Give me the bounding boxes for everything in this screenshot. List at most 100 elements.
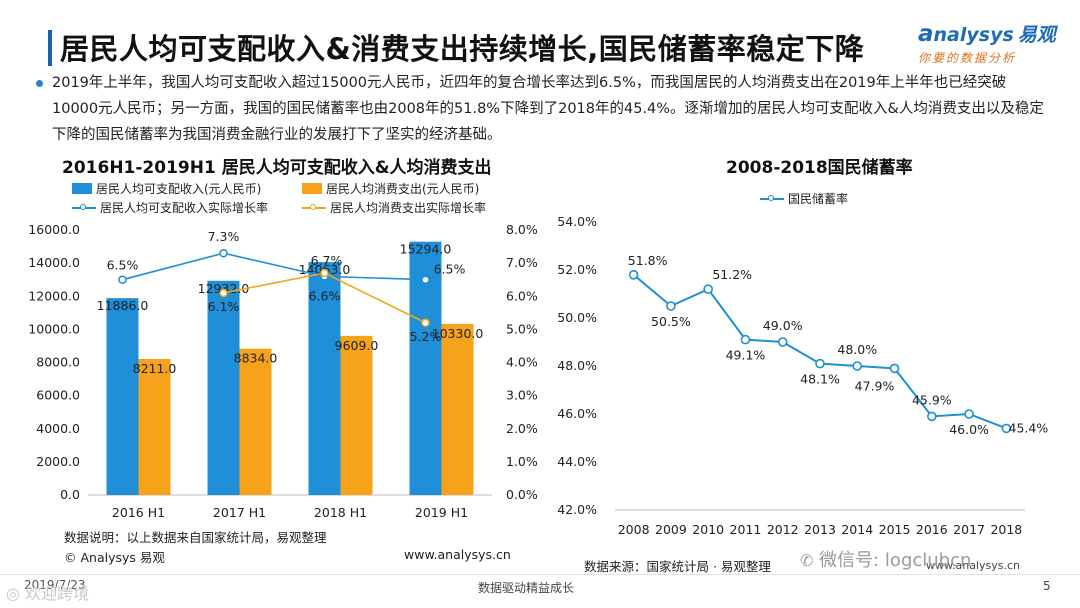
- legend-swatch-savings: [760, 193, 784, 204]
- savings-rate-point: [703, 284, 713, 294]
- footer-slogan: 数据驱动精益成长: [478, 581, 575, 595]
- y-tick-label: 54.0%: [557, 214, 597, 229]
- y-tick-label: 42.0%: [557, 502, 597, 517]
- logo-brand: analysys 易观: [918, 21, 1056, 47]
- right-website: www.analysys.cn: [926, 559, 1020, 572]
- savings-rate-point: [852, 361, 863, 371]
- x-tick-label: 2014: [841, 522, 873, 537]
- legend-swatch-income: [72, 183, 92, 194]
- legend-savings-rate: 国民储蓄率: [760, 190, 848, 207]
- bullet-dot-icon: [36, 80, 43, 87]
- x-tick-label: 2017 H1: [213, 505, 266, 520]
- y-left-tick-label: 16000.0: [28, 222, 80, 237]
- savings-rate-label: 45.9%: [912, 392, 952, 407]
- income-growth-point: [118, 275, 127, 284]
- income-bar: [308, 262, 341, 495]
- expense-bar-label: 8211.0: [133, 361, 177, 376]
- savings-rate-point: [1001, 423, 1012, 434]
- savings-rate-point: [628, 270, 639, 280]
- income-growth-label: 6.5%: [434, 262, 466, 277]
- legend-swatch-income-growth: [72, 202, 96, 213]
- savings-rate-point: [815, 358, 825, 369]
- expense-growth-label: 6.1%: [208, 299, 240, 314]
- x-tick-label: 2015: [879, 522, 911, 537]
- income-growth-label: 6.6%: [309, 288, 341, 303]
- y-tick-label: 46.0%: [557, 406, 597, 421]
- y-right-tick-label: 6.0%: [506, 288, 538, 303]
- y-tick-label: 50.0%: [557, 310, 597, 325]
- income-bar-label: 11886.0: [97, 298, 149, 313]
- x-tick-label: 2017: [953, 522, 985, 537]
- expense-growth-point: [219, 288, 228, 298]
- left-data-note: 数据说明：以上数据来自国家统计局，易观整理: [64, 530, 327, 545]
- expense-growth-point: [320, 268, 329, 278]
- left-chart-title: 2016H1-2019H1 居民人均可支配收入&人均消费支出: [62, 158, 492, 178]
- income-growth-label: 7.3%: [208, 229, 240, 244]
- y-tick-label: 48.0%: [557, 358, 597, 373]
- x-tick-label: 2010: [692, 522, 724, 537]
- expense-bar: [441, 323, 474, 495]
- y-right-tick-label: 8.0%: [506, 222, 538, 237]
- expense-bar-label: 10330.0: [432, 326, 484, 341]
- savings-rate-label: 46.0%: [949, 422, 989, 437]
- y-left-tick-label: 14000.0: [28, 255, 80, 270]
- x-tick-label: 2016 H1: [112, 505, 165, 520]
- x-tick-label: 2012: [767, 522, 799, 537]
- savings-rate-point: [927, 411, 937, 422]
- x-tick-label: 2018 H1: [314, 505, 367, 520]
- analysys-logo: analysys 易观 你要的数据分析: [918, 20, 1068, 70]
- expense-growth-label: 5.2%: [410, 329, 442, 344]
- y-right-tick-label: 2.0%: [506, 421, 538, 436]
- y-left-tick-label: 8000.0: [36, 355, 80, 370]
- savings-rate-label: 49.1%: [726, 348, 766, 363]
- savings-rate-label: 47.9%: [855, 378, 895, 393]
- x-tick-label: 2013: [804, 522, 836, 537]
- y-tick-label: 52.0%: [557, 262, 597, 277]
- logo-tagline: 你要的数据分析: [918, 51, 1017, 65]
- income-bar: [207, 280, 240, 495]
- y-right-tick-label: 1.0%: [506, 454, 538, 469]
- x-tick-label: 2009: [655, 522, 687, 537]
- legend-swatch-expense-growth: [302, 202, 326, 213]
- y-left-tick-label: 0.0: [60, 487, 80, 502]
- income-growth-point: [219, 248, 228, 258]
- summary-paragraph: 2019年上半年，我国人均可支配收入超过15000元人民币，近四年的复合增长率达…: [52, 75, 1044, 143]
- expense-bar-label: 9609.0: [335, 338, 379, 353]
- analysys-logo-icon: a: [918, 21, 934, 47]
- left-combo-chart: 0.0 2000.0 4000.0 6000.0 8000.0 10000.0 12000.…: [28, 222, 538, 520]
- legend-income-bar: 居民人均可支配收入(元人民币): [72, 180, 261, 197]
- expense-bar: [138, 359, 171, 495]
- savings-rate-point: [666, 301, 676, 311]
- income-growth-point: [421, 275, 430, 284]
- savings-rate-point: [777, 337, 788, 347]
- savings-rate-label: 51.2%: [712, 267, 752, 282]
- savings-rate-point: [964, 409, 974, 419]
- title-accent-bar: [48, 30, 52, 66]
- y-left-tick-label: 12000.0: [28, 288, 80, 303]
- footer-watermark: ◎ 欢迎跨境: [6, 584, 90, 603]
- savings-rate-label: 45.4%: [1009, 420, 1049, 435]
- savings-rate-label: 49.0%: [763, 318, 803, 333]
- y-right-tick-label: 0.0%: [506, 487, 538, 502]
- income-bar: [106, 298, 139, 495]
- wechat-watermark: ✆ 微信号: logclubcn: [800, 550, 972, 571]
- expense-bar: [340, 335, 373, 495]
- x-tick-label: 2016: [916, 522, 948, 537]
- right-chart-title: 2008-2018国民储蓄率: [726, 158, 913, 178]
- savings-rate-label: 48.1%: [800, 372, 840, 387]
- footer-divider: [0, 574, 1080, 575]
- expense-growth-label: 6.7%: [311, 253, 343, 268]
- y-right-tick-label: 3.0%: [506, 388, 538, 403]
- page-number: 5: [1043, 579, 1051, 593]
- legend-expense-bar: 居民人均消费支出(元人民币): [302, 180, 479, 197]
- savings-rate-label: 48.0%: [837, 342, 877, 357]
- page-title: 居民人均可支配收入&消费支出持续增长,国民储蓄率稳定下降: [60, 32, 865, 66]
- watermark-icon: ◎: [6, 584, 20, 603]
- legend-expense-growth: 居民人均消费支出实际增长率: [302, 199, 486, 216]
- x-tick-label: 2011: [730, 522, 762, 537]
- income-growth-label: 6.5%: [107, 258, 139, 273]
- savings-rate-label: 50.5%: [651, 314, 691, 329]
- y-left-tick-label: 6000.0: [36, 388, 80, 403]
- legend-swatch-expense: [302, 183, 322, 194]
- savings-rate-label: 51.8%: [628, 253, 668, 268]
